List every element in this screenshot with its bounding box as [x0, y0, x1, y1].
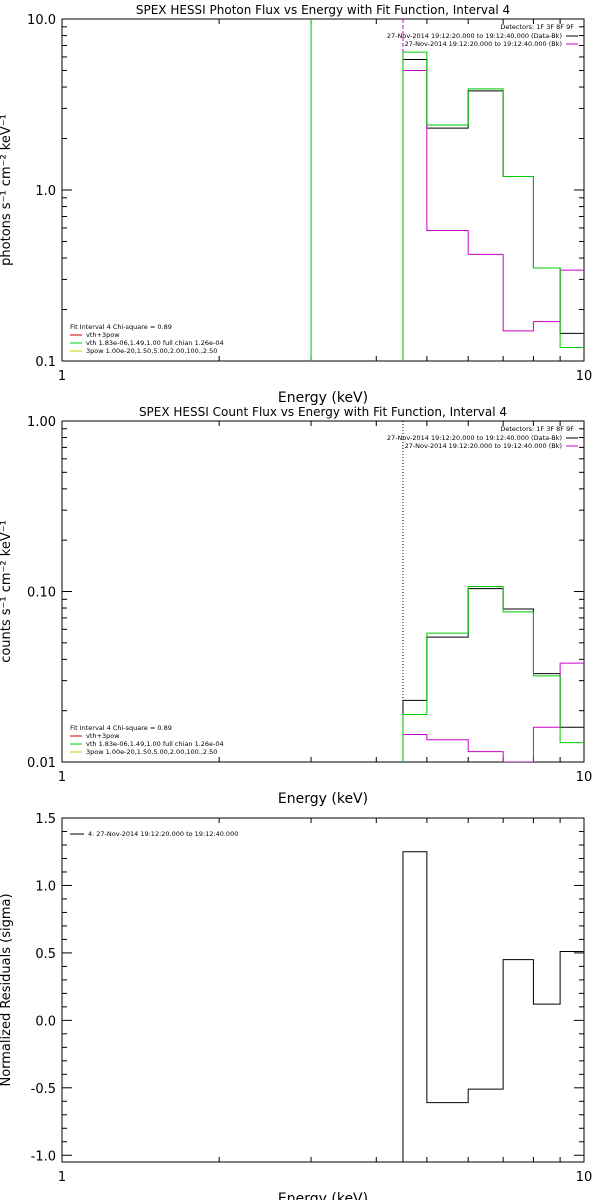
- x-axis-label: Energy (keV): [278, 1191, 368, 1200]
- legend-entry: 3pow 1.00e-20,1.50,5.00,2.00,100.,2.50: [86, 347, 217, 355]
- plot-frame: [61, 817, 585, 1163]
- y-axis-label: Normalized Residuals (sigma): [0, 893, 14, 1086]
- y-tick-label: 0.0: [35, 1014, 56, 1029]
- y-tick-label: 1.5: [35, 812, 56, 827]
- legend-entry: 27-Nov-2014 19:12:20.000 to 19:12:40.000…: [387, 32, 562, 40]
- legend-entry: 3pow 1.00e-20,1.50,5.00,2.00,100.,2.50: [86, 748, 217, 756]
- x-tick-label: 10: [576, 369, 593, 384]
- y-tick-label: 0.5: [35, 947, 56, 962]
- y-tick-label: 0.01: [27, 756, 56, 771]
- legend-entry: vth+3pow: [86, 732, 120, 740]
- legend-entry: 27-Nov-2014 19:12:20.000 to 19:12:40.000…: [405, 442, 562, 450]
- legend-entry: 27-Nov-2014 19:12:20.000 to 19:12:40.000…: [405, 40, 562, 48]
- x-axis-label: Energy (keV): [278, 390, 368, 406]
- x-axis-label: Energy (keV): [278, 791, 368, 807]
- y-tick-label: -1.0: [31, 1149, 56, 1164]
- legend-title: Detectors: 1F 3F 8F 9F: [500, 425, 574, 433]
- legend-entry: 4. 27-Nov-2014 19:12:20.000 to 19:12:40.…: [88, 830, 238, 838]
- plot-data: [310, 19, 584, 361]
- x-tick-label: 1: [58, 369, 66, 384]
- chart-title: SPEX HESSI Count Flux vs Energy with Fit…: [139, 405, 507, 419]
- series-step-line: [402, 585, 584, 762]
- y-tick-label: 0.1: [35, 355, 56, 370]
- x-tick-label: 1: [58, 770, 66, 785]
- y-tick-label: 1.0: [35, 879, 56, 894]
- series-step-line: [402, 58, 584, 361]
- legend-entry: vth 1.83e-06,1.49,1.00 full chian 1.26e-…: [86, 339, 224, 347]
- y-axis-label: counts s⁻¹ cm⁻² keV⁻¹: [0, 520, 14, 663]
- plot-frame: [61, 420, 585, 763]
- series-step-line: [402, 69, 584, 361]
- series-step-line: [402, 588, 584, 762]
- y-tick-label: 10.0: [27, 13, 56, 28]
- y-tick-label: 0.10: [27, 586, 56, 601]
- legend-entry: 27-Nov-2014 19:12:20.000 to 19:12:40.000…: [387, 434, 562, 442]
- x-tick-label: 10: [576, 770, 593, 785]
- x-tick-label: 10: [576, 1170, 593, 1185]
- plot-frame: [61, 18, 585, 362]
- series-step-line: [402, 662, 584, 762]
- legend-title: Detectors: 1F 3F 8F 9F: [500, 23, 574, 31]
- plot-data: [402, 851, 584, 1162]
- y-tick-label: 1.00: [27, 415, 56, 430]
- series-step-line: [402, 51, 584, 361]
- legend-title: Fit Interval 4 Chi-square = 0.89: [70, 724, 172, 732]
- legend-title: Fit Interval 4 Chi-square = 0.89: [70, 323, 172, 331]
- panel-3: 1 10 Energy (keV) -1.0 -0.5 0.0 0.5 1.0 1.5 Norma…: [0, 812, 592, 1200]
- series-step-line: [402, 851, 584, 1162]
- plot-data: [402, 421, 584, 762]
- panel-1: SPEX HESSI Photon Flux vs Energy with Fi…: [0, 3, 592, 406]
- y-axis-label: photons s⁻¹ cm⁻² keV⁻¹: [0, 114, 14, 266]
- legend-entry: vth+3pow: [86, 331, 120, 339]
- x-tick-label: 1: [58, 1170, 66, 1185]
- y-tick-label: -0.5: [31, 1082, 56, 1097]
- panel-2: SPEX HESSI Count Flux vs Energy with Fit…: [0, 405, 592, 807]
- chart-title: SPEX HESSI Photon Flux vs Energy with Fi…: [136, 3, 510, 17]
- y-tick-label: 1.0: [35, 184, 56, 199]
- legend-entry: vth 1.83e-06,1.49,1.00 full chian 1.26e-…: [86, 740, 224, 748]
